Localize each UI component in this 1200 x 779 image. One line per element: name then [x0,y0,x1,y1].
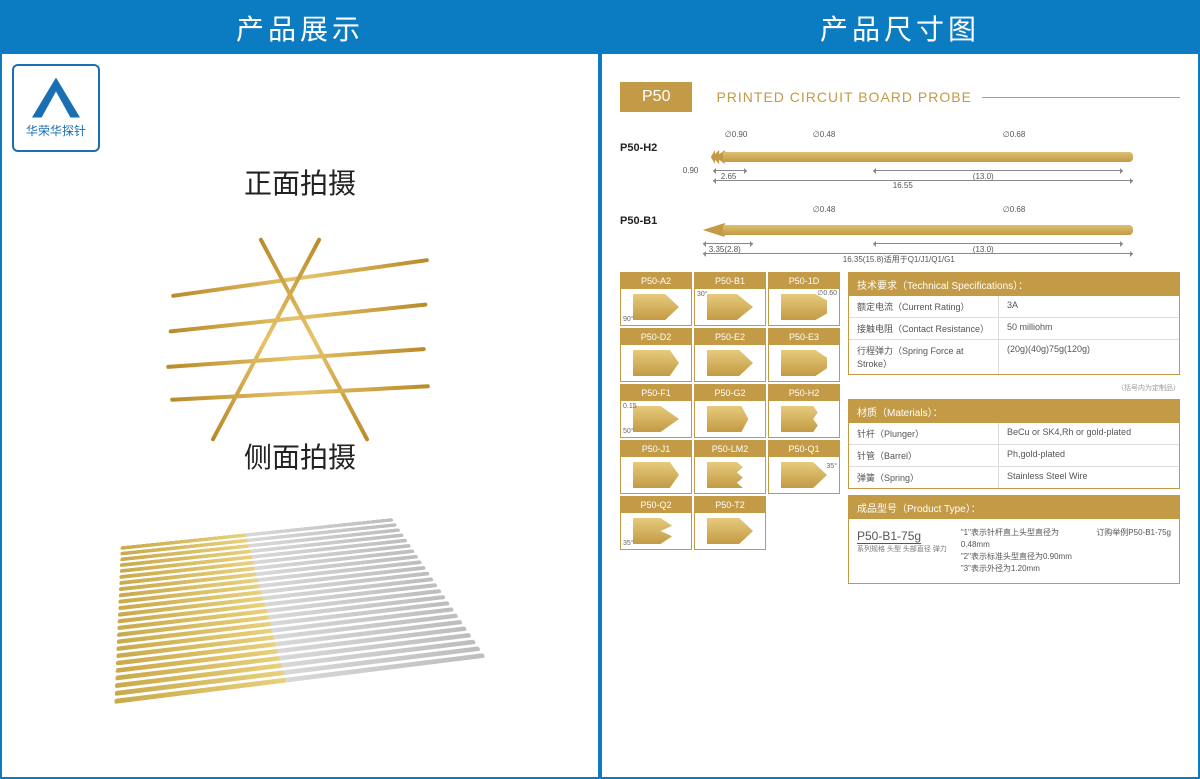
tip-P50-G2: P50-G2 [694,384,766,438]
tip-P50-J1: P50-J1 [620,440,692,494]
left-column: 产品展示 华荣华探针 正面拍摄 侧面拍摄 [2,2,602,777]
diag-b1-label: P50-B1 [620,215,680,227]
tip-P50-E3: P50-E3 [768,328,840,382]
tip-P50-Q1: P50-Q135° [768,440,840,494]
tip-P50-T2: P50-T2 [694,496,766,550]
logo-icon [32,78,80,118]
left-body: 华荣华探针 正面拍摄 侧面拍摄 [2,54,598,777]
materials-block: 材质（Materials）： 针杆（Plunger）BeCu or SK4,Rh… [848,399,1180,489]
logo-text: 华荣华探针 [26,122,86,139]
p50-line [982,97,1180,98]
tip-P50-LM2: P50-LM2 [694,440,766,494]
side-photo [12,490,588,720]
product-type-block: 成品型号（Product Type）： P50-B1-75g 系列规格 头型 头… [848,495,1180,584]
front-shot-title: 正面拍摄 [12,162,588,202]
diagram-h2: P50-H2 ∅0.90 ∅0.48 ∅0.68 0.90 2.65 (13.0… [620,126,1180,187]
tip-P50-D2: P50-D2 [620,328,692,382]
spec-column: 技术要求（Technical Specifications）： 额定电流（Cur… [848,272,1180,584]
side-shot-title: 侧面拍摄 [12,436,588,476]
tip-P50-E2: P50-E2 [694,328,766,382]
front-photo [12,216,588,426]
tip-P50-1D: P50-1D∅0.60 [768,272,840,326]
tip-grid: P50-A290°P50-B130°P50-1D∅0.60P50-D2P50-E… [620,272,840,584]
tip-P50-F1: P50-F150°0.15 [620,384,692,438]
logo: 华荣华探针 [12,64,100,152]
right-column: 产品尺寸图 P50 PRINTED CIRCUIT BOARD PROBE P5… [602,2,1198,777]
header-right: 产品尺寸图 [602,2,1198,54]
specs-block: 技术要求（Technical Specifications）： 额定电流（Cur… [848,272,1180,375]
diagram-b1: P50-B1 ∅0.48 ∅0.68 3.35(2.8) (13.0) 16.3… [620,199,1180,260]
p50-header: P50 PRINTED CIRCUIT BOARD PROBE [620,82,1180,112]
page: 产品展示 华荣华探针 正面拍摄 侧面拍摄 产品尺寸图 P50 [0,0,1200,779]
tip-P50-H2: P50-H2 [768,384,840,438]
lower-section: P50-A290°P50-B130°P50-1D∅0.60P50-D2P50-E… [620,272,1180,584]
header-left: 产品展示 [2,2,598,54]
right-body: P50 PRINTED CIRCUIT BOARD PROBE P50-H2 ∅… [602,54,1198,777]
tip-P50-A2: P50-A290° [620,272,692,326]
tip-P50-Q2: P50-Q235° [620,496,692,550]
diag-h2-label: P50-H2 [620,142,680,154]
p50-title: PRINTED CIRCUIT BOARD PROBE [716,89,971,105]
p50-badge: P50 [620,82,692,112]
tip-P50-B1: P50-B130° [694,272,766,326]
